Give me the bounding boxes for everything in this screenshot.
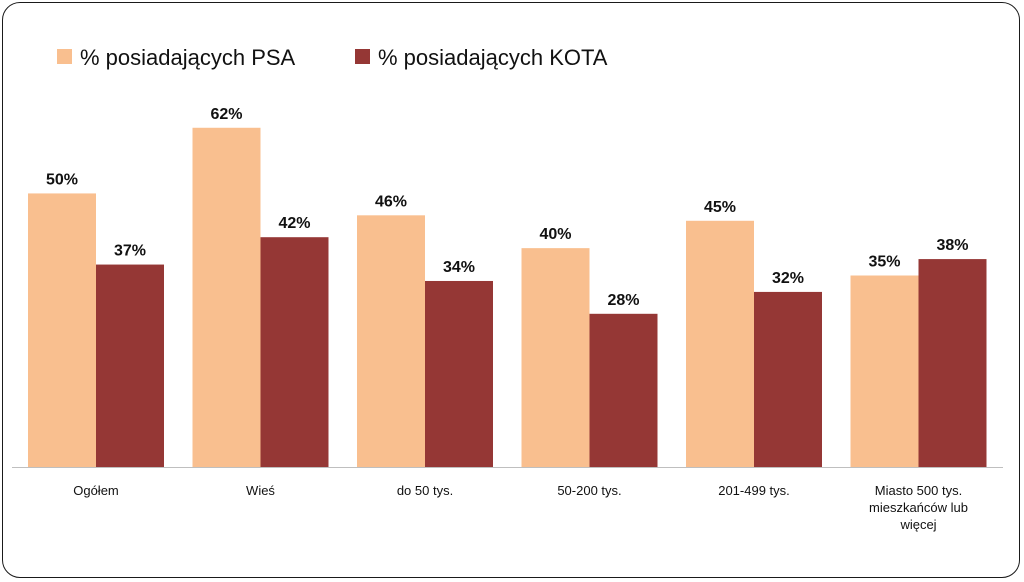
category-label-line: Ogółem (73, 483, 119, 498)
value-label-1-3: 28% (607, 292, 639, 309)
category-label-4: 201-499 tys. (718, 483, 790, 498)
category-label-line: Miasto 500 tys. (875, 483, 962, 498)
value-label-1-2: 34% (443, 259, 475, 276)
category-label-2: do 50 tys. (397, 483, 453, 498)
value-label-1-1: 42% (278, 215, 310, 232)
bar-0-1 (192, 127, 261, 468)
bar-1-4 (754, 291, 822, 467)
value-label-0-3: 40% (539, 226, 571, 243)
category-label-line: więcej (899, 517, 936, 532)
legend: % posiadających PSA % posiadających KOTA (57, 45, 608, 70)
category-label-line: Wieś (246, 483, 275, 498)
value-label-0-0: 50% (46, 171, 78, 188)
legend-swatch-1 (355, 49, 370, 64)
bar-1-1 (260, 237, 329, 467)
category-label-line: 50-200 tys. (557, 483, 621, 498)
category-labels: Ogółem Wieś do 50 tys. 50-200 tys. 201-499 t… (73, 483, 968, 532)
value-label-1-4: 32% (772, 270, 804, 287)
category-label-line: do 50 tys. (397, 483, 453, 498)
category-label-line: 201-499 tys. (718, 483, 790, 498)
bar-0-2 (357, 215, 425, 467)
bar-1-3 (589, 313, 658, 467)
category-label-0: Ogółem (73, 483, 119, 498)
bar-0-0 (28, 193, 96, 467)
category-label-1: Wieś (246, 483, 275, 498)
category-label-3: 50-200 tys. (557, 483, 621, 498)
legend-swatch-0 (57, 49, 72, 64)
bar-1-2 (425, 280, 493, 467)
legend-label-1: % posiadających KOTA (378, 45, 608, 70)
bar-1-5 (918, 259, 987, 467)
value-label-0-4: 45% (704, 199, 736, 216)
bar-0-5 (850, 275, 919, 467)
value-label-0-2: 46% (375, 193, 407, 210)
value-label-0-5: 35% (868, 254, 900, 271)
category-label-5: Miasto 500 tys. mieszkańców lub więcej (869, 483, 968, 532)
bar-0-3 (521, 248, 590, 467)
bar-0-4 (686, 220, 754, 467)
legend-label-0: % posiadających PSA (80, 45, 296, 70)
value-label-0-1: 62% (210, 106, 242, 123)
category-label-line: mieszkańców lub (869, 500, 968, 515)
value-label-1-0: 37% (114, 243, 146, 260)
bar-1-0 (96, 264, 164, 467)
bars: 50% 37% 62% 42% 46% 34% 40% 28% 45% 32% 35% 38% (28, 106, 987, 468)
value-label-1-5: 38% (936, 237, 968, 254)
